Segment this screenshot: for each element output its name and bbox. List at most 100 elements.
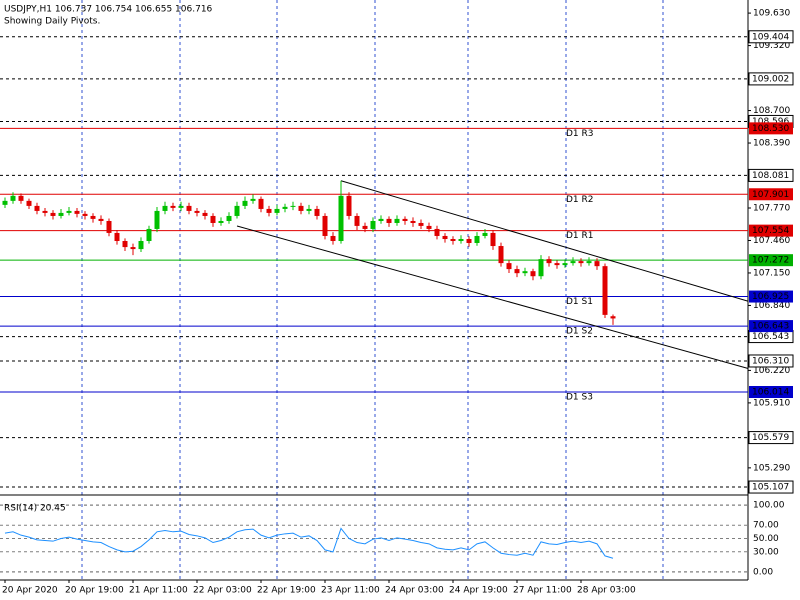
y-tick-label: 107.150	[753, 268, 790, 278]
candle-body	[282, 206, 288, 209]
trend-line	[236, 225, 749, 370]
chart-title: USDJPY,H1 106.737 106.754 106.655 106.71…	[4, 5, 213, 15]
candle-body	[458, 239, 464, 242]
candle-body	[82, 213, 88, 216]
y-tick-label: 109.320	[753, 41, 790, 51]
candle-body	[322, 215, 328, 236]
y-tick-label: 105.910	[753, 398, 790, 408]
candle-body	[610, 316, 616, 319]
candle-body	[250, 198, 256, 201]
rsi-tick-label: 30.00	[753, 547, 779, 557]
price-box	[748, 30, 794, 44]
candle-body	[42, 210, 48, 213]
candle-body	[138, 241, 144, 250]
candle-body	[410, 220, 416, 223]
candle-body	[602, 266, 608, 315]
candle-body	[74, 210, 80, 214]
candle-body	[130, 247, 136, 250]
candle-body	[154, 210, 160, 229]
candle-body	[114, 232, 120, 242]
candle-body	[162, 205, 168, 211]
rsi-title: RSI(14) 20.45	[4, 504, 66, 514]
rsi-tick-label: 70.00	[753, 521, 779, 531]
price-box	[748, 354, 794, 368]
pivot-box-label: 106.925	[752, 292, 789, 302]
candle-body	[194, 210, 200, 213]
pivot-box-label: 108.530	[752, 124, 789, 134]
candle-body	[474, 235, 480, 243]
price-box-label: 106.310	[752, 356, 789, 366]
pivot-box-label: 107.901	[752, 190, 789, 200]
price-box-label: 106.543	[752, 332, 789, 342]
pivot-box	[749, 290, 793, 303]
candle-body	[386, 218, 392, 223]
candle-body	[482, 232, 488, 236]
candle-body	[330, 235, 336, 242]
candle-body	[2, 200, 8, 205]
y-tick-label: 107.460	[753, 236, 790, 246]
pivot-box-label: 106.014	[752, 387, 789, 397]
candle-body	[514, 269, 520, 274]
candle-body	[434, 228, 440, 236]
pivot-box-label: 107.272	[752, 256, 789, 266]
candle-body	[202, 212, 208, 216]
candle-body	[258, 198, 264, 209]
candle-body	[370, 220, 376, 229]
candle-body	[290, 205, 296, 207]
price-box-label: 109.002	[752, 74, 789, 84]
x-tick-label: 28 Apr 03:00	[577, 586, 636, 596]
x-tick-label: 20 Apr 2020	[2, 586, 58, 596]
candle-body	[586, 261, 592, 264]
y-tick-label: 109.630	[753, 9, 790, 19]
candle-body	[66, 210, 72, 213]
y-tick-label: 106.840	[753, 301, 790, 311]
price-box-label: 105.107	[752, 483, 789, 493]
candle-body	[26, 200, 32, 206]
candle-body	[106, 220, 112, 233]
candle-body	[218, 220, 224, 223]
candle-body	[58, 212, 64, 216]
candle-body	[538, 259, 544, 277]
y-tick-label: 106.220	[753, 366, 790, 376]
candle-body	[338, 195, 344, 242]
candle-body	[554, 263, 560, 266]
candle-body	[402, 218, 408, 221]
candle-body	[522, 271, 528, 274]
pivot-box-label: 107.554	[752, 226, 789, 236]
x-tick-label: 23 Apr 11:00	[321, 586, 380, 596]
price-box	[748, 168, 794, 182]
pivot-name: D1 R2	[566, 195, 594, 205]
candle-body	[530, 271, 536, 277]
x-tick-label: 24 Apr 03:00	[385, 586, 444, 596]
pivot-box	[749, 224, 793, 237]
y-tick-label: 108.390	[753, 139, 790, 149]
candle-body	[274, 208, 280, 213]
pivot-box	[749, 254, 793, 267]
pivot-box-label: 106.643	[752, 322, 789, 332]
candle-body	[450, 239, 456, 242]
price-box-label: 108.596	[752, 117, 789, 127]
pivot-box	[749, 385, 793, 398]
price-box-label: 105.579	[752, 433, 789, 443]
rsi-tick-label: 0.00	[753, 567, 773, 577]
pivot-box	[749, 320, 793, 333]
price-box-label: 108.081	[752, 171, 789, 181]
price-box-label: 109.404	[752, 32, 789, 42]
price-box	[748, 431, 794, 445]
candle-body	[506, 263, 512, 270]
price-box	[748, 72, 794, 86]
candle-body	[578, 261, 584, 264]
candle-body	[10, 195, 16, 201]
x-tick-label: 21 Apr 11:00	[129, 586, 188, 596]
pivot-name: D1 S1	[566, 297, 593, 307]
candle-body	[18, 195, 24, 201]
candle-body	[442, 235, 448, 240]
candle-body	[98, 218, 104, 221]
candle-body	[490, 232, 496, 247]
candle-body	[418, 222, 424, 226]
rsi-line	[4, 527, 614, 559]
candle-body	[178, 205, 184, 208]
candle-body	[426, 225, 432, 229]
candle-body	[242, 200, 248, 206]
